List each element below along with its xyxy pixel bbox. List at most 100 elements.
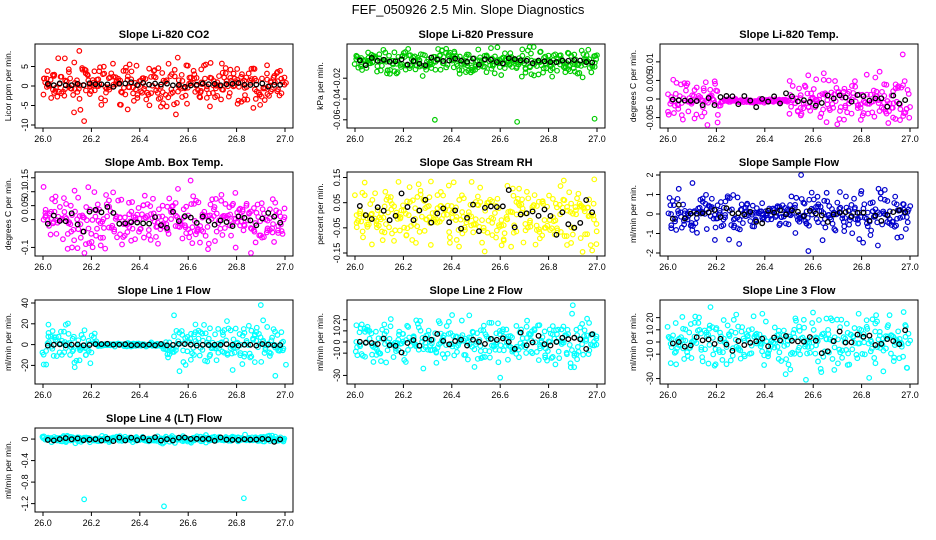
black-point <box>175 81 182 88</box>
data-point <box>716 349 723 356</box>
data-point <box>460 195 467 202</box>
data-point <box>532 339 539 346</box>
data-point <box>750 313 757 320</box>
black-point <box>199 80 206 87</box>
data-point <box>471 346 478 353</box>
data-point <box>220 86 226 93</box>
data-point <box>855 215 861 222</box>
data-point <box>522 69 529 76</box>
data-point <box>804 350 810 357</box>
data-point <box>872 360 879 367</box>
data-point-outlier <box>361 179 368 186</box>
black-point <box>511 224 518 231</box>
data-point <box>552 217 559 224</box>
data-point <box>281 214 288 221</box>
black-point <box>422 335 429 342</box>
data-point <box>409 237 416 243</box>
data-point <box>519 196 525 203</box>
data-point <box>103 192 109 198</box>
data-point <box>74 89 81 95</box>
data-point <box>382 49 389 56</box>
data-point <box>159 70 166 76</box>
data-point <box>564 207 571 214</box>
data-point <box>665 210 672 217</box>
black-point <box>128 79 135 86</box>
black-point <box>571 224 578 231</box>
data-point <box>503 342 509 349</box>
data-point <box>115 197 122 204</box>
data-point <box>839 347 846 354</box>
black-point <box>217 434 224 441</box>
data-point <box>202 75 208 82</box>
black-point <box>428 54 435 61</box>
data-point <box>524 317 530 324</box>
black-point <box>687 210 694 217</box>
data-point <box>505 333 512 340</box>
data-point <box>228 232 234 239</box>
y-tick-label: -0.04 <box>332 89 342 110</box>
data-point <box>853 351 860 358</box>
black-point <box>211 341 218 348</box>
data-point <box>118 196 125 203</box>
data-point <box>88 239 95 245</box>
y-tick-label: 0.01 <box>645 53 655 71</box>
black-point <box>505 338 512 345</box>
black-point <box>74 341 81 348</box>
data-point <box>195 335 202 342</box>
data-point <box>379 228 385 235</box>
data-point <box>723 361 730 368</box>
x-tick-label: 26.8 <box>228 134 246 144</box>
black-point <box>517 211 524 218</box>
black-point <box>44 436 51 443</box>
data-point <box>712 224 719 231</box>
data-point <box>400 331 406 337</box>
data-point <box>82 87 89 94</box>
black-point <box>380 56 387 63</box>
data-point <box>465 51 472 58</box>
black-point <box>452 207 459 214</box>
data-point <box>698 113 705 120</box>
data-point <box>591 176 598 183</box>
data-point <box>808 189 815 196</box>
data-point <box>892 193 899 200</box>
data-point <box>94 201 101 208</box>
black-point <box>771 209 778 216</box>
black-point <box>860 209 867 216</box>
y-tick-label: 0 <box>645 211 655 216</box>
data-point <box>461 224 468 231</box>
data-point <box>450 179 457 186</box>
data-point <box>269 229 276 236</box>
data-point <box>794 107 801 114</box>
x-tick-label: 26.6 <box>491 134 509 144</box>
data-point <box>713 325 720 331</box>
data-point <box>143 96 150 103</box>
data-point <box>159 89 166 96</box>
data-point <box>363 65 370 71</box>
data-point <box>193 75 200 81</box>
data-point <box>567 360 574 367</box>
black-point <box>440 58 447 64</box>
data-point <box>368 330 375 337</box>
black-point <box>866 217 873 224</box>
data-point <box>173 111 179 118</box>
data-point <box>243 74 250 81</box>
data-point <box>788 193 795 200</box>
data-point <box>82 241 89 248</box>
black-point <box>890 338 897 344</box>
black-point <box>499 335 506 342</box>
data-point <box>455 342 462 349</box>
data-point <box>702 79 709 86</box>
black-point <box>481 340 488 347</box>
data-point <box>184 348 191 355</box>
data-point <box>734 194 741 201</box>
data-point <box>569 310 575 317</box>
data-point <box>536 226 542 233</box>
data-point <box>817 365 824 372</box>
black-point <box>398 190 405 197</box>
data-point <box>219 69 226 76</box>
black-point <box>410 58 417 65</box>
data-point <box>437 66 444 73</box>
black-point <box>493 204 500 210</box>
x-tick-label: 26.0 <box>34 390 52 400</box>
data-point <box>842 104 849 111</box>
